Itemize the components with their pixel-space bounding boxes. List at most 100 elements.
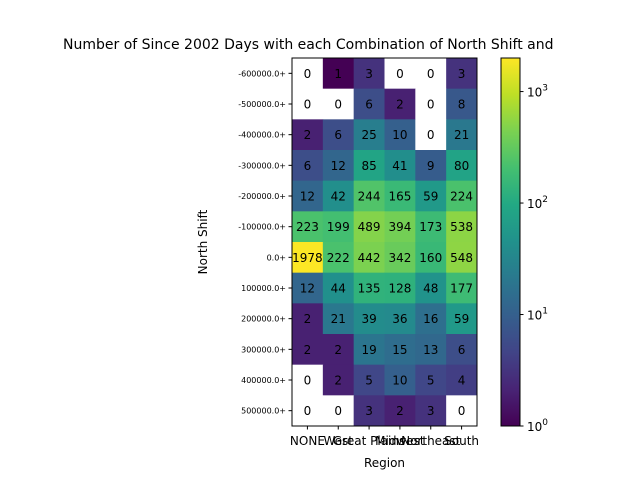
cell-value-label: 0 bbox=[427, 128, 435, 142]
heatmap-cell bbox=[292, 364, 324, 396]
cell-value-label: 224 bbox=[450, 190, 473, 204]
cell-value-label: 42 bbox=[331, 190, 346, 204]
cell-value-label: 6 bbox=[334, 128, 342, 142]
heatmap-cell bbox=[322, 119, 355, 151]
heatmap-cell bbox=[292, 150, 324, 182]
cell-value-label: 2 bbox=[396, 404, 404, 418]
heatmap-cell bbox=[353, 242, 385, 274]
y-tick-label: -100000.0+ bbox=[238, 223, 286, 232]
heatmap-cell bbox=[384, 242, 416, 274]
chart-title: Number of Since 2002 Days with each Comb… bbox=[63, 37, 554, 53]
heatmap-cells bbox=[292, 58, 478, 427]
cell-value-label: 165 bbox=[388, 190, 411, 204]
cell-value-label: 2 bbox=[334, 374, 342, 388]
heatmap-cell bbox=[384, 211, 416, 243]
y-tick-label: -200000.0+ bbox=[238, 192, 286, 201]
cell-value-label: 44 bbox=[331, 282, 346, 296]
cell-value-label: 173 bbox=[419, 220, 442, 234]
heatmap-cell bbox=[353, 395, 385, 427]
heatmap-cell bbox=[322, 58, 355, 90]
heatmap-cell bbox=[446, 150, 478, 182]
heatmap-cell bbox=[446, 58, 478, 90]
heatmap-cell bbox=[322, 211, 355, 243]
heatmap-cell bbox=[353, 211, 385, 243]
heatmap-cell bbox=[353, 88, 385, 120]
cell-value-label: 25 bbox=[361, 128, 376, 142]
y-tick-label: -600000.0+ bbox=[238, 69, 286, 78]
y-axis-label: North Shift bbox=[196, 209, 210, 274]
cell-value-label: 342 bbox=[388, 251, 411, 265]
cell-value-label: 0 bbox=[304, 98, 312, 112]
heatmap-cell bbox=[384, 272, 416, 304]
cell-value-label: 21 bbox=[454, 128, 469, 142]
heatmap-cell bbox=[353, 364, 385, 396]
cell-value-label: 10 bbox=[392, 128, 407, 142]
cell-value-label: 6 bbox=[458, 343, 466, 357]
cell-value-label: 3 bbox=[365, 404, 373, 418]
cell-value-label: 2 bbox=[304, 343, 312, 357]
cell-value-label: 85 bbox=[361, 159, 376, 173]
cell-value-label: 0 bbox=[458, 404, 466, 418]
x-axis-label: Region bbox=[364, 456, 405, 470]
cell-value-label: 135 bbox=[358, 282, 381, 296]
cell-value-label: 41 bbox=[392, 159, 407, 173]
heatmap-cell bbox=[384, 334, 416, 366]
cell-value-label: 1978 bbox=[292, 251, 323, 265]
colorbar-tick-label: 103 bbox=[527, 84, 548, 100]
cell-value-label: 0 bbox=[427, 67, 435, 81]
cell-value-label: 2 bbox=[304, 128, 312, 142]
cell-value-label: 36 bbox=[392, 312, 407, 326]
cell-value-label: 489 bbox=[358, 220, 381, 234]
heatmap-cell bbox=[353, 150, 385, 182]
heatmap-cell bbox=[384, 364, 416, 396]
cell-value-label: 128 bbox=[388, 282, 411, 296]
cell-value-label: 199 bbox=[327, 220, 350, 234]
colorbar-tick-label: 101 bbox=[527, 307, 548, 323]
cell-value-label: 12 bbox=[331, 159, 346, 173]
heatmap-cell bbox=[292, 58, 324, 90]
cell-value-label: 2 bbox=[334, 343, 342, 357]
cell-value-label: 0 bbox=[396, 67, 404, 81]
y-tick-label: -300000.0+ bbox=[238, 161, 286, 170]
heatmap-cell bbox=[446, 180, 478, 212]
heatmap-cell bbox=[446, 334, 478, 366]
heatmap-cell bbox=[292, 180, 324, 212]
colorbar-ticks: 100 101 102 103 bbox=[520, 84, 548, 434]
heatmap-cell bbox=[415, 395, 447, 427]
heatmap-cell bbox=[446, 364, 478, 396]
colorbar bbox=[500, 57, 521, 427]
heatmap-cell bbox=[292, 395, 324, 427]
heatmap-cell bbox=[292, 303, 324, 335]
heatmap-cell bbox=[292, 334, 324, 366]
cell-value-label: 12 bbox=[300, 190, 315, 204]
y-tick-label: -400000.0+ bbox=[238, 131, 286, 140]
heatmap-cell bbox=[384, 88, 416, 120]
heatmap-cell bbox=[292, 272, 324, 304]
heatmap-cell bbox=[446, 119, 478, 151]
heatmap-cell bbox=[353, 272, 385, 304]
cell-value-label: 15 bbox=[392, 343, 407, 357]
heatmap-cell bbox=[322, 395, 355, 427]
cell-value-label: 5 bbox=[365, 374, 373, 388]
heatmap-cell bbox=[322, 180, 355, 212]
cell-value-label: 6 bbox=[365, 98, 373, 112]
cell-value-label: 8 bbox=[458, 98, 466, 112]
y-tick-label: 500000.0+ bbox=[241, 407, 286, 416]
cell-value-label: 12 bbox=[300, 282, 315, 296]
heatmap-cell bbox=[415, 364, 447, 396]
cell-value-label: 10 bbox=[392, 374, 407, 388]
x-tick-label: South bbox=[444, 434, 479, 448]
heatmap-cell bbox=[353, 119, 385, 151]
heatmap-cell bbox=[415, 119, 447, 151]
heatmap-cell bbox=[384, 180, 416, 212]
cell-value-label: 2 bbox=[396, 98, 404, 112]
heatmap-cell bbox=[384, 395, 416, 427]
x-tick-label: West bbox=[323, 434, 353, 448]
cell-value-label: 394 bbox=[388, 220, 411, 234]
cell-value-label: 0 bbox=[334, 98, 342, 112]
cell-value-label: 548 bbox=[450, 251, 473, 265]
cell-value-label: 19 bbox=[361, 343, 376, 357]
heatmap-cell bbox=[446, 272, 478, 304]
